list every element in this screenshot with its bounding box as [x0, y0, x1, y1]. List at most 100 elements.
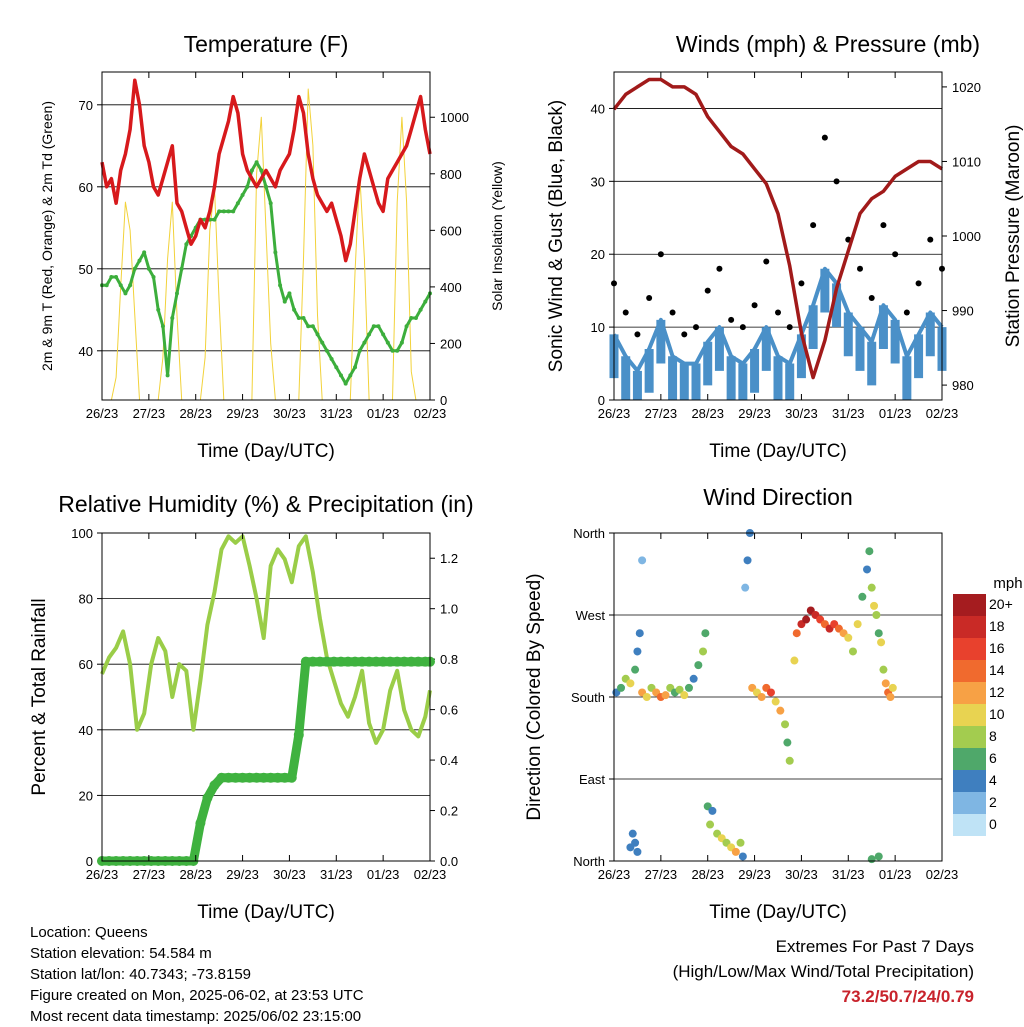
- gust-point: [646, 294, 653, 301]
- direction-point: [757, 693, 766, 701]
- direction-point: [701, 629, 710, 638]
- dewpoint-point: [338, 373, 343, 378]
- dewpoint-point: [132, 266, 137, 271]
- winds-xlabel: Time (Day/UTC): [709, 441, 847, 462]
- direction-point: [888, 683, 897, 692]
- direction-point: [633, 847, 642, 856]
- x-tick-label: 29/23: [226, 867, 259, 882]
- x-tick-label: 01/23: [879, 406, 912, 421]
- wind-line: [612, 266, 944, 373]
- x-tick-label: 02/23: [414, 406, 447, 421]
- y-tick-label: 60: [79, 657, 93, 672]
- x-tick-label: 26/23: [86, 867, 119, 882]
- legend-label: 10: [989, 706, 1005, 722]
- dewpoint-point: [334, 365, 339, 370]
- dewpoint-point: [137, 258, 142, 263]
- y-tick-label: 70: [79, 98, 93, 113]
- direction-point: [781, 720, 790, 729]
- direction-point: [771, 697, 780, 706]
- precip-point: [216, 772, 227, 783]
- station-info: Location: Queens Station elevation: 54.5…: [30, 922, 364, 1027]
- precip-point: [300, 656, 311, 667]
- legend-label: 12: [989, 684, 1005, 700]
- dewpoint-point: [109, 275, 114, 279]
- direction-point: [802, 615, 811, 624]
- direction-point: [844, 633, 853, 642]
- gust-point: [798, 280, 805, 287]
- dewpoint-point: [273, 250, 278, 255]
- direction-point: [879, 665, 888, 674]
- y-tick-label: 30: [591, 174, 605, 189]
- y-tick-label: North: [573, 526, 605, 541]
- direction-point: [874, 629, 883, 638]
- precip-point: [195, 818, 206, 829]
- legend-label: 20+: [989, 596, 1013, 612]
- direction-point: [633, 647, 642, 656]
- extremes-values: 73.2/50.7/24/0.79: [841, 987, 974, 1006]
- dewpoint-point: [231, 209, 236, 214]
- precip-point: [265, 772, 276, 783]
- x-tick-label: 31/23: [832, 406, 865, 421]
- y-tick-label: West: [576, 608, 606, 623]
- x-tick-label: 31/23: [320, 867, 353, 882]
- gust-point: [704, 287, 711, 294]
- direction-point: [661, 691, 670, 700]
- precip-point: [209, 780, 220, 791]
- x-tick-label: 29/23: [226, 406, 259, 421]
- dewpoint-point: [301, 316, 306, 320]
- x-tick-label: 29/23: [738, 867, 771, 882]
- dewpoint-point: [409, 316, 414, 320]
- x-tick-label: 27/23: [645, 867, 678, 882]
- gust-point: [775, 309, 781, 316]
- precip-point: [343, 656, 353, 667]
- gust-point: [739, 324, 746, 331]
- direction-point: [626, 843, 635, 852]
- direction-point: [853, 620, 862, 629]
- precip-point: [350, 656, 361, 667]
- y2-tick-label: 800: [440, 167, 462, 182]
- precip-point: [244, 772, 255, 783]
- gust-point: [821, 134, 828, 141]
- dewpoint-point: [174, 291, 179, 296]
- y2-tick-label: 990: [952, 304, 974, 319]
- gust-point: [857, 265, 863, 272]
- legend-swatch: [953, 748, 986, 770]
- gust-point: [657, 251, 664, 258]
- x-tick-label: 27/23: [133, 406, 166, 421]
- temperature-frame: [101, 71, 431, 401]
- x-tick-label: 31/23: [320, 406, 353, 421]
- x-tick-label: 30/23: [273, 867, 306, 882]
- dewpoint-point: [160, 324, 165, 329]
- x-tick-label: 29/23: [738, 406, 771, 421]
- direction-point: [776, 706, 785, 715]
- x-tick-label: 02/23: [414, 867, 447, 882]
- location-text: Location: Queens: [30, 924, 148, 941]
- dewpoint-point: [254, 160, 259, 165]
- direction-point: [872, 611, 881, 619]
- y2-tick-label: 1000: [440, 110, 469, 125]
- direction-point: [736, 838, 745, 847]
- dewpoint-point: [264, 184, 268, 189]
- y-tick-label: 40: [591, 101, 605, 116]
- y-tick-label: 60: [79, 180, 93, 195]
- legend-swatch: [953, 660, 986, 682]
- y2-tick-label: 1000: [952, 229, 981, 244]
- direction-point: [699, 647, 708, 656]
- precip-point: [237, 772, 248, 783]
- gust-point: [810, 222, 817, 229]
- x-tick-label: 02/23: [926, 867, 959, 882]
- direction-point: [785, 756, 794, 765]
- dewpoint-point: [118, 283, 123, 288]
- dewpoint-point: [423, 299, 428, 304]
- legend-swatch: [953, 814, 986, 836]
- dewpoint-point: [212, 217, 217, 222]
- precip-point: [293, 729, 304, 740]
- dewpoint-point: [395, 348, 400, 353]
- precip-point: [230, 772, 241, 783]
- dewpoint-point: [287, 291, 292, 296]
- dewpoint-point: [329, 357, 334, 361]
- gust-point: [915, 280, 922, 287]
- precip-point: [314, 656, 325, 667]
- dewpoint-point: [390, 348, 395, 353]
- legend-swatch: [953, 682, 986, 704]
